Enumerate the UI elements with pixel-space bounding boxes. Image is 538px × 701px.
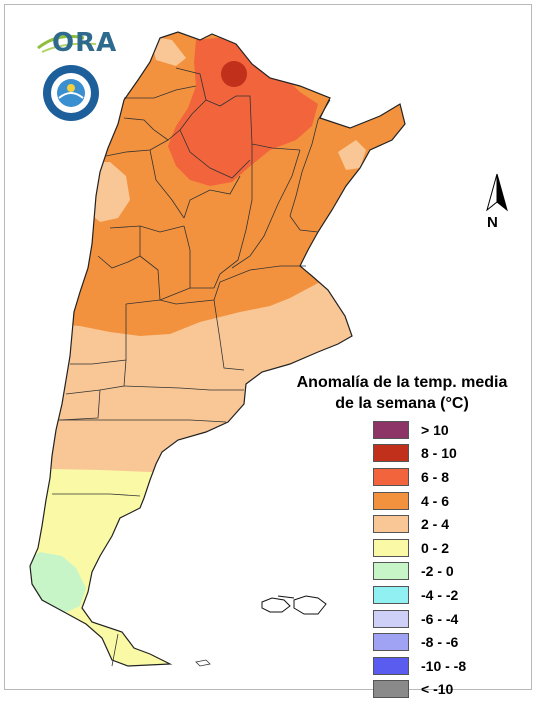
legend-title-line1: Anomalía de la temp. media <box>296 374 508 391</box>
legend-item: < -10 <box>373 678 466 701</box>
legend-label: -2 - 0 <box>421 563 454 580</box>
legend-swatch <box>373 491 409 510</box>
legend-swatch <box>373 515 409 534</box>
legend-swatch <box>373 444 409 463</box>
legend-label: 4 - 6 <box>421 492 450 509</box>
ora-logo-mark <box>37 34 97 53</box>
legend: > 10 8 - 10 6 - 8 4 - 6 2 - 4 0 - 2 -2 - 0 -4 -… <box>373 418 466 701</box>
legend-swatch <box>373 656 409 675</box>
legend-label: > 10 <box>421 421 449 438</box>
legend-item: -6 - -4 <box>373 607 466 631</box>
legend-item: -4 - -2 <box>373 583 466 607</box>
legend-item: -2 - 0 <box>373 560 466 584</box>
legend-label: 8 - 10 <box>421 445 457 462</box>
legend-swatch <box>373 467 409 486</box>
legend-label: -8 - -6 <box>421 634 459 651</box>
legend-item: -10 - -8 <box>373 654 466 678</box>
legend-label: -6 - -4 <box>421 610 459 627</box>
north-arrow-icon <box>486 173 508 212</box>
smn-seal-icon <box>43 65 99 121</box>
legend-item: 4 - 6 <box>373 489 466 513</box>
legend-swatch <box>373 562 409 581</box>
legend-item: > 10 <box>373 418 466 442</box>
legend-swatch <box>373 609 409 628</box>
ora-logo-text: ORA <box>52 28 118 58</box>
north-label: N <box>487 214 498 231</box>
legend-swatch <box>373 585 409 604</box>
legend-label: 0 - 2 <box>421 539 450 556</box>
legend-label: -4 - -2 <box>421 586 459 603</box>
legend-swatch <box>373 538 409 557</box>
legend-label: < -10 <box>421 681 454 698</box>
legend-label: 2 - 4 <box>421 516 450 533</box>
map-frame <box>4 4 532 690</box>
legend-item: 2 - 4 <box>373 512 466 536</box>
legend-swatch <box>373 633 409 652</box>
legend-title-line2: de la semana (°C) <box>335 395 469 412</box>
legend-item: 8 - 10 <box>373 442 466 466</box>
legend-item: -8 - -6 <box>373 630 466 654</box>
legend-item: 6 - 8 <box>373 465 466 489</box>
legend-title: Anomalía de la temp. media de la semana … <box>286 372 518 414</box>
legend-swatch <box>373 420 409 439</box>
legend-item: 0 - 2 <box>373 536 466 560</box>
legend-label: -10 - -8 <box>421 657 467 674</box>
legend-label: 6 - 8 <box>421 468 450 485</box>
malvinas-islands <box>261 595 327 615</box>
